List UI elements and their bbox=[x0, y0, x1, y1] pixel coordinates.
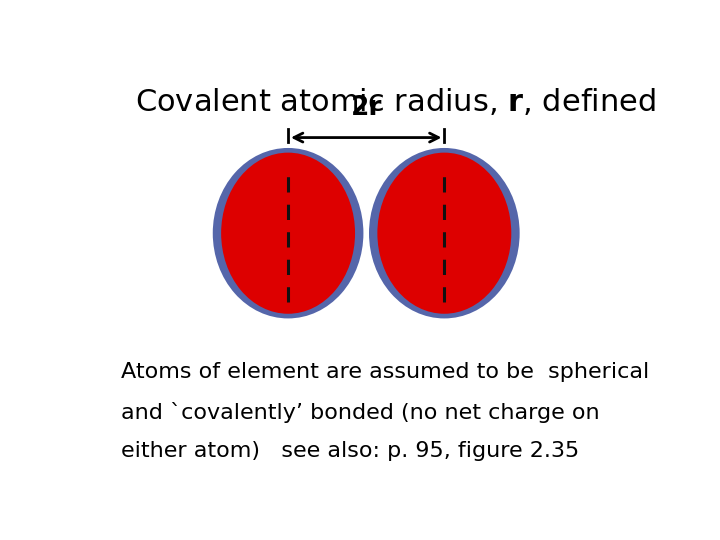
Text: 2r: 2r bbox=[351, 95, 382, 121]
Text: Covalent atomic radius, $\mathbf{r}$, defined: Covalent atomic radius, $\mathbf{r}$, de… bbox=[135, 85, 655, 117]
Text: either atom)   see also: p. 95, figure 2.35: either atom) see also: p. 95, figure 2.3… bbox=[121, 441, 579, 461]
Text: and `covalently’ bonded (no net charge on: and `covalently’ bonded (no net charge o… bbox=[121, 402, 599, 423]
Ellipse shape bbox=[213, 148, 364, 319]
Ellipse shape bbox=[377, 153, 511, 314]
Ellipse shape bbox=[369, 148, 520, 319]
Text: Atoms of element are assumed to be  spherical: Atoms of element are assumed to be spher… bbox=[121, 362, 649, 382]
Ellipse shape bbox=[221, 153, 355, 314]
